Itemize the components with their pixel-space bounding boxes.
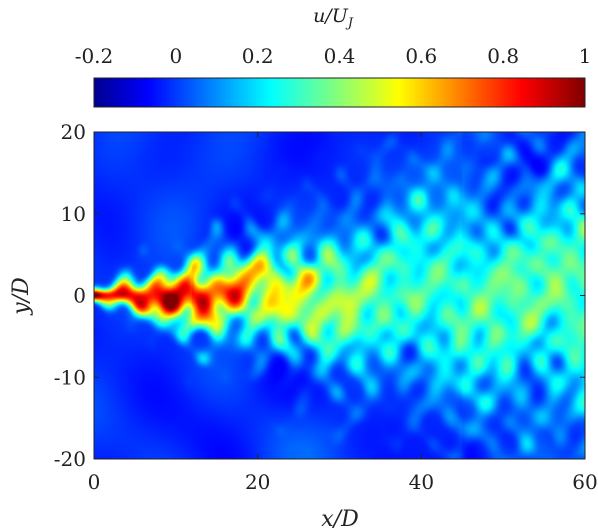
x-tick-label: 0: [88, 470, 101, 494]
velocity-field: [94, 132, 585, 459]
colorbar-tick-label: 0.8: [487, 44, 519, 68]
colorbar-tick-label: 0.4: [324, 44, 356, 68]
y-tick-label: -10: [54, 365, 86, 389]
y-tick-label: 20: [61, 120, 86, 144]
colorbar-label: u/UJ: [313, 5, 354, 31]
y-tick-label: 10: [61, 202, 86, 226]
plot-area: 0 20 40 60 20 10 0 -10 -20: [54, 120, 598, 494]
y-axis-ticks: 20 10 0 -10 -20: [54, 120, 585, 471]
colorbar-gradient: [93, 77, 586, 108]
x-tick-label: 20: [245, 470, 270, 494]
x-axis-label: x/D: [321, 507, 359, 532]
colorbar: u/UJ -0.2 0 0.2 0.4 0.6 0.8 1: [75, 5, 592, 108]
colorbar-tick-label: 0.2: [242, 44, 274, 68]
y-tick-label: 0: [73, 284, 86, 308]
colorbar-tick-label: -0.2: [75, 44, 114, 68]
y-axis-label: y/D: [9, 277, 34, 316]
y-tick-label: -20: [54, 447, 86, 471]
colorbar-tick-label: 1: [579, 44, 592, 68]
colorbar-tick-labels: -0.2 0 0.2 0.4 0.6 0.8 1: [75, 44, 592, 83]
colorbar-tick-label: 0.6: [405, 44, 437, 68]
x-tick-label: 40: [409, 470, 434, 494]
x-axis-ticks: 0 20 40 60: [88, 132, 598, 494]
colorbar-tick-label: 0: [169, 44, 182, 68]
x-tick-label: 60: [572, 470, 597, 494]
colorbar-label-subscript: J: [345, 16, 354, 31]
